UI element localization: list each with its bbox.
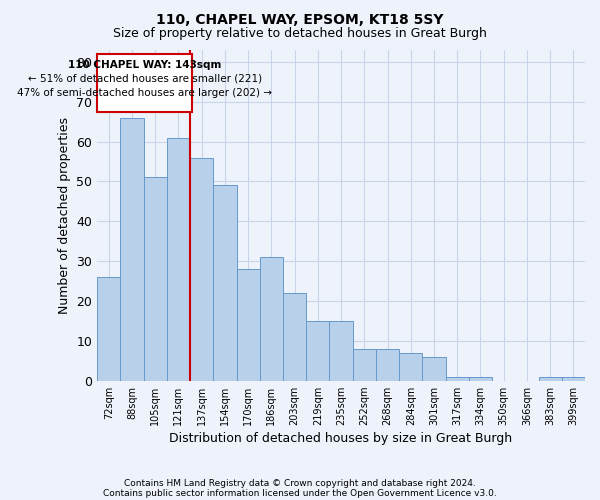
Bar (399, 353, 422, 380)
Bar (422, 357, 446, 380)
Bar (539, 376, 562, 380)
Bar (121, 118, 143, 380)
Bar (376, 349, 399, 380)
Text: Contains HM Land Registry data © Crown copyright and database right 2024.: Contains HM Land Registry data © Crown c… (124, 478, 476, 488)
Bar (469, 376, 492, 380)
Bar (329, 321, 353, 380)
X-axis label: Distribution of detached houses by size in Great Burgh: Distribution of detached houses by size … (169, 432, 512, 445)
Text: Size of property relative to detached houses in Great Burgh: Size of property relative to detached ho… (113, 28, 487, 40)
Text: Contains public sector information licensed under the Open Government Licence v3: Contains public sector information licen… (103, 488, 497, 498)
Bar (236, 269, 260, 380)
Text: ← 51% of detached houses are smaller (221): ← 51% of detached houses are smaller (22… (28, 74, 262, 84)
Bar (97, 54, 193, 112)
Bar (260, 257, 283, 380)
Bar (143, 178, 167, 380)
Text: 110 CHAPEL WAY: 143sqm: 110 CHAPEL WAY: 143sqm (68, 60, 221, 70)
Bar (446, 376, 469, 380)
Bar (167, 138, 190, 380)
Bar (190, 158, 213, 380)
Bar (562, 376, 585, 380)
Y-axis label: Number of detached properties: Number of detached properties (58, 117, 71, 314)
Bar (353, 349, 376, 380)
Bar (283, 293, 306, 380)
Text: 110, CHAPEL WAY, EPSOM, KT18 5SY: 110, CHAPEL WAY, EPSOM, KT18 5SY (156, 12, 444, 26)
Bar (97, 277, 121, 380)
Bar (306, 321, 329, 380)
Text: 47% of semi-detached houses are larger (202) →: 47% of semi-detached houses are larger (… (17, 88, 272, 98)
Bar (213, 186, 236, 380)
